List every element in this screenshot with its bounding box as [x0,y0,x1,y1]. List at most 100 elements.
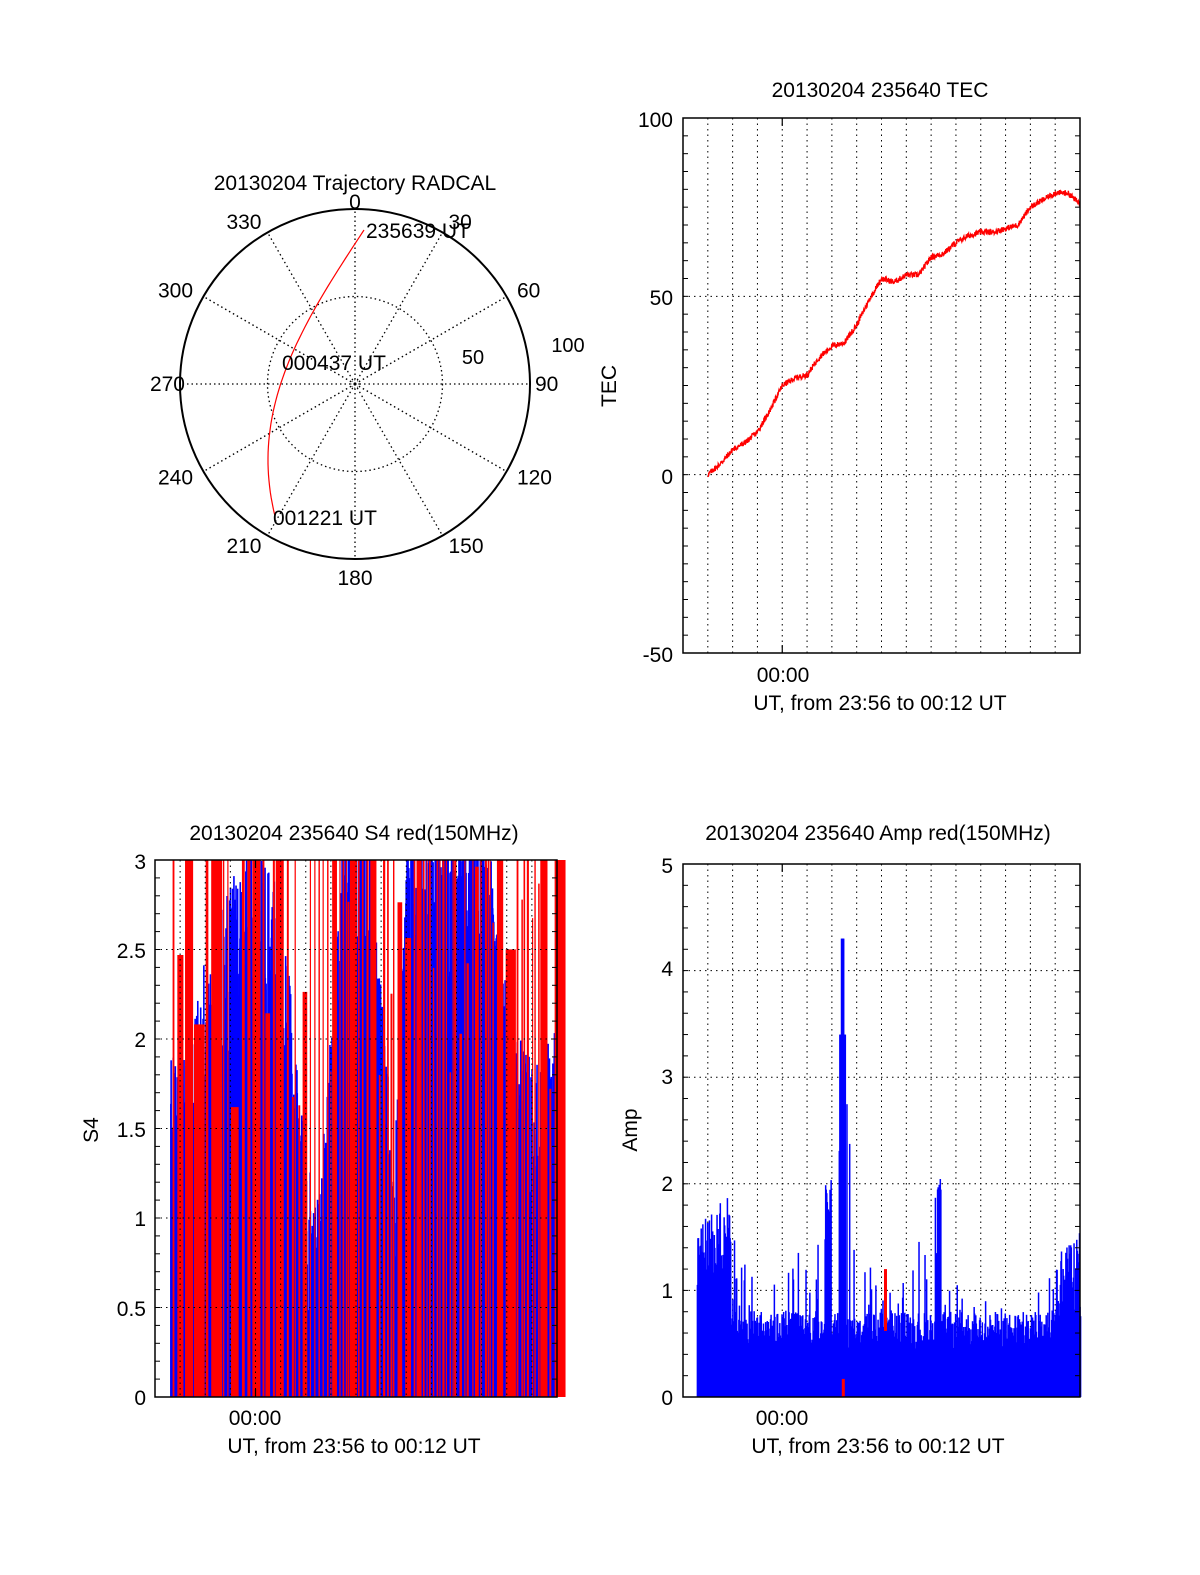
amp-ytick-label: 5 [661,855,673,878]
s4-red-bar [272,860,275,1397]
annotation-end-time: 001221 UT [273,507,377,530]
polar-angle-label: 270 [150,373,185,396]
polar-radial-label-100: 100 [551,335,584,357]
s4-red-bar [230,1107,239,1397]
amp-red-bar [841,1378,845,1397]
s4-red-bar [472,860,474,1397]
amp-blue-bar [918,1241,920,1397]
s4-red-bar [370,860,377,1397]
s4-ytick-label: 2.5 [117,940,146,963]
s4-blue-bar [316,1199,319,1397]
s4-red-bar [521,899,523,1397]
tec-series-line [707,189,1081,478]
s4-red-bar [487,860,489,1397]
s4-red-bar [318,860,320,1397]
s4-red-bar [428,860,431,1397]
amp-blue-bar [817,1244,819,1397]
amp-grid [683,864,1080,1397]
tec-plot: 20130204 235640 TEC 100 50 0 -50 TEC 00:… [598,79,1081,715]
s4-grid [155,860,557,1397]
amp-blue-bar [797,1252,800,1397]
s4-ytick-label: 1 [134,1208,146,1231]
s4-blue-bar [320,1178,323,1397]
s4-red-bar [474,866,479,1397]
s4-red-bar [496,860,504,1397]
s4-red-bar [387,860,389,1397]
s4-red-bar [177,955,184,1397]
s4-red-bar [172,860,175,1397]
s4-red-bar [516,860,519,1397]
s4-ytick-label: 1.5 [117,1119,146,1142]
amp-blue-bar [744,1264,746,1397]
tec-ylabel: TEC [598,365,621,407]
s4-red-bar [489,860,491,1397]
polar-angle-label: 300 [158,280,193,303]
s4-red-bar [454,860,457,1397]
amp-blue-bar [934,1197,937,1397]
s4-red-bar [505,949,516,1397]
polar-angle-labels: 0 30 60 90 120 150 180 210 240 270 300 330 [150,191,558,590]
amp-blue-bar [848,1143,851,1397]
s4-red-bar [432,967,435,1397]
s4-red-bar [345,860,347,1397]
s4-red-bar [327,860,329,1397]
polar-ring-50 [266,295,444,473]
polar-angle-label: 120 [517,467,552,490]
s4-red-bar [549,1088,552,1397]
tec-y-ticks [683,135,1080,636]
amp-ytick-label: 4 [661,958,673,981]
polar-angle-label: 60 [517,280,540,303]
annotation-mid-time: 000437 UT [282,352,386,375]
s4-red-bar [339,860,341,1397]
amp-ytick-label: 2 [661,1173,673,1196]
amp-axes-frame [682,863,1081,1398]
s4-red-bar [459,1033,462,1397]
amp-red-bar [884,1269,887,1331]
s4-red-bar [194,1024,205,1397]
s4-title: 20130204 235640 S4 red(150MHz) [189,822,518,845]
s4-ylabel: S4 [80,1117,103,1143]
amp-ytick-label: 0 [661,1387,673,1410]
amp-blue-bar [940,1189,942,1397]
tec-axes-frame [682,117,1081,654]
amp-ylabel: Amp [619,1108,642,1151]
s4-red-bar [291,1097,294,1397]
amp-blue-bar [830,1180,832,1397]
polar-radial-label-50: 50 [462,347,484,369]
s4-red-bar [390,993,393,1397]
s4-red-bar [531,918,534,1397]
s4-xtick-label: 00:00 [229,1407,282,1430]
s4-red-bar [332,860,337,1397]
polar-trajectory-plot: 20130204 Trajectory RADCAL 0 30 60 90 120 150… [150,172,585,590]
s4-red-bar [302,991,308,1397]
s4-red-bar [347,901,350,1397]
s4-red-bar [205,860,209,1397]
amp-xtick-label: 00:00 [756,1407,809,1430]
polar-spoke [203,383,356,473]
amp-title: 20130204 235640 Amp red(150MHz) [705,822,1051,845]
s4-red-bar [383,860,386,1397]
s4-red-bar [252,860,261,1397]
s4-red-bar [426,860,428,1397]
s4-red-bar [366,860,369,1397]
amp-blue-bar [740,1267,743,1397]
polar-grid [179,208,531,560]
polar-angle-label: 90 [535,373,558,396]
polar-angle-label: 0 [349,191,361,214]
trajectory-line [267,229,365,516]
s4-red-bar [298,1105,301,1397]
s4-red-bar [322,860,324,1397]
s4-y-ticks [155,877,557,1380]
polar-angle-label: 210 [226,535,261,558]
tec-ytick-label: -50 [643,644,673,667]
polar-angle-label: 240 [158,467,193,490]
s4-xlabel: UT, from 23:56 to 00:12 UT [227,1435,480,1458]
amp-blue-bar [1048,1278,1051,1397]
polar-angle-label: 30 [449,211,472,234]
s4-red-bar [294,860,296,1397]
tec-xlabel: UT, from 23:56 to 00:12 UT [753,692,1006,715]
s4-red-bar [526,860,529,1397]
s4-ytick-label: 0 [134,1387,146,1410]
s4-red-bar [436,860,439,1397]
